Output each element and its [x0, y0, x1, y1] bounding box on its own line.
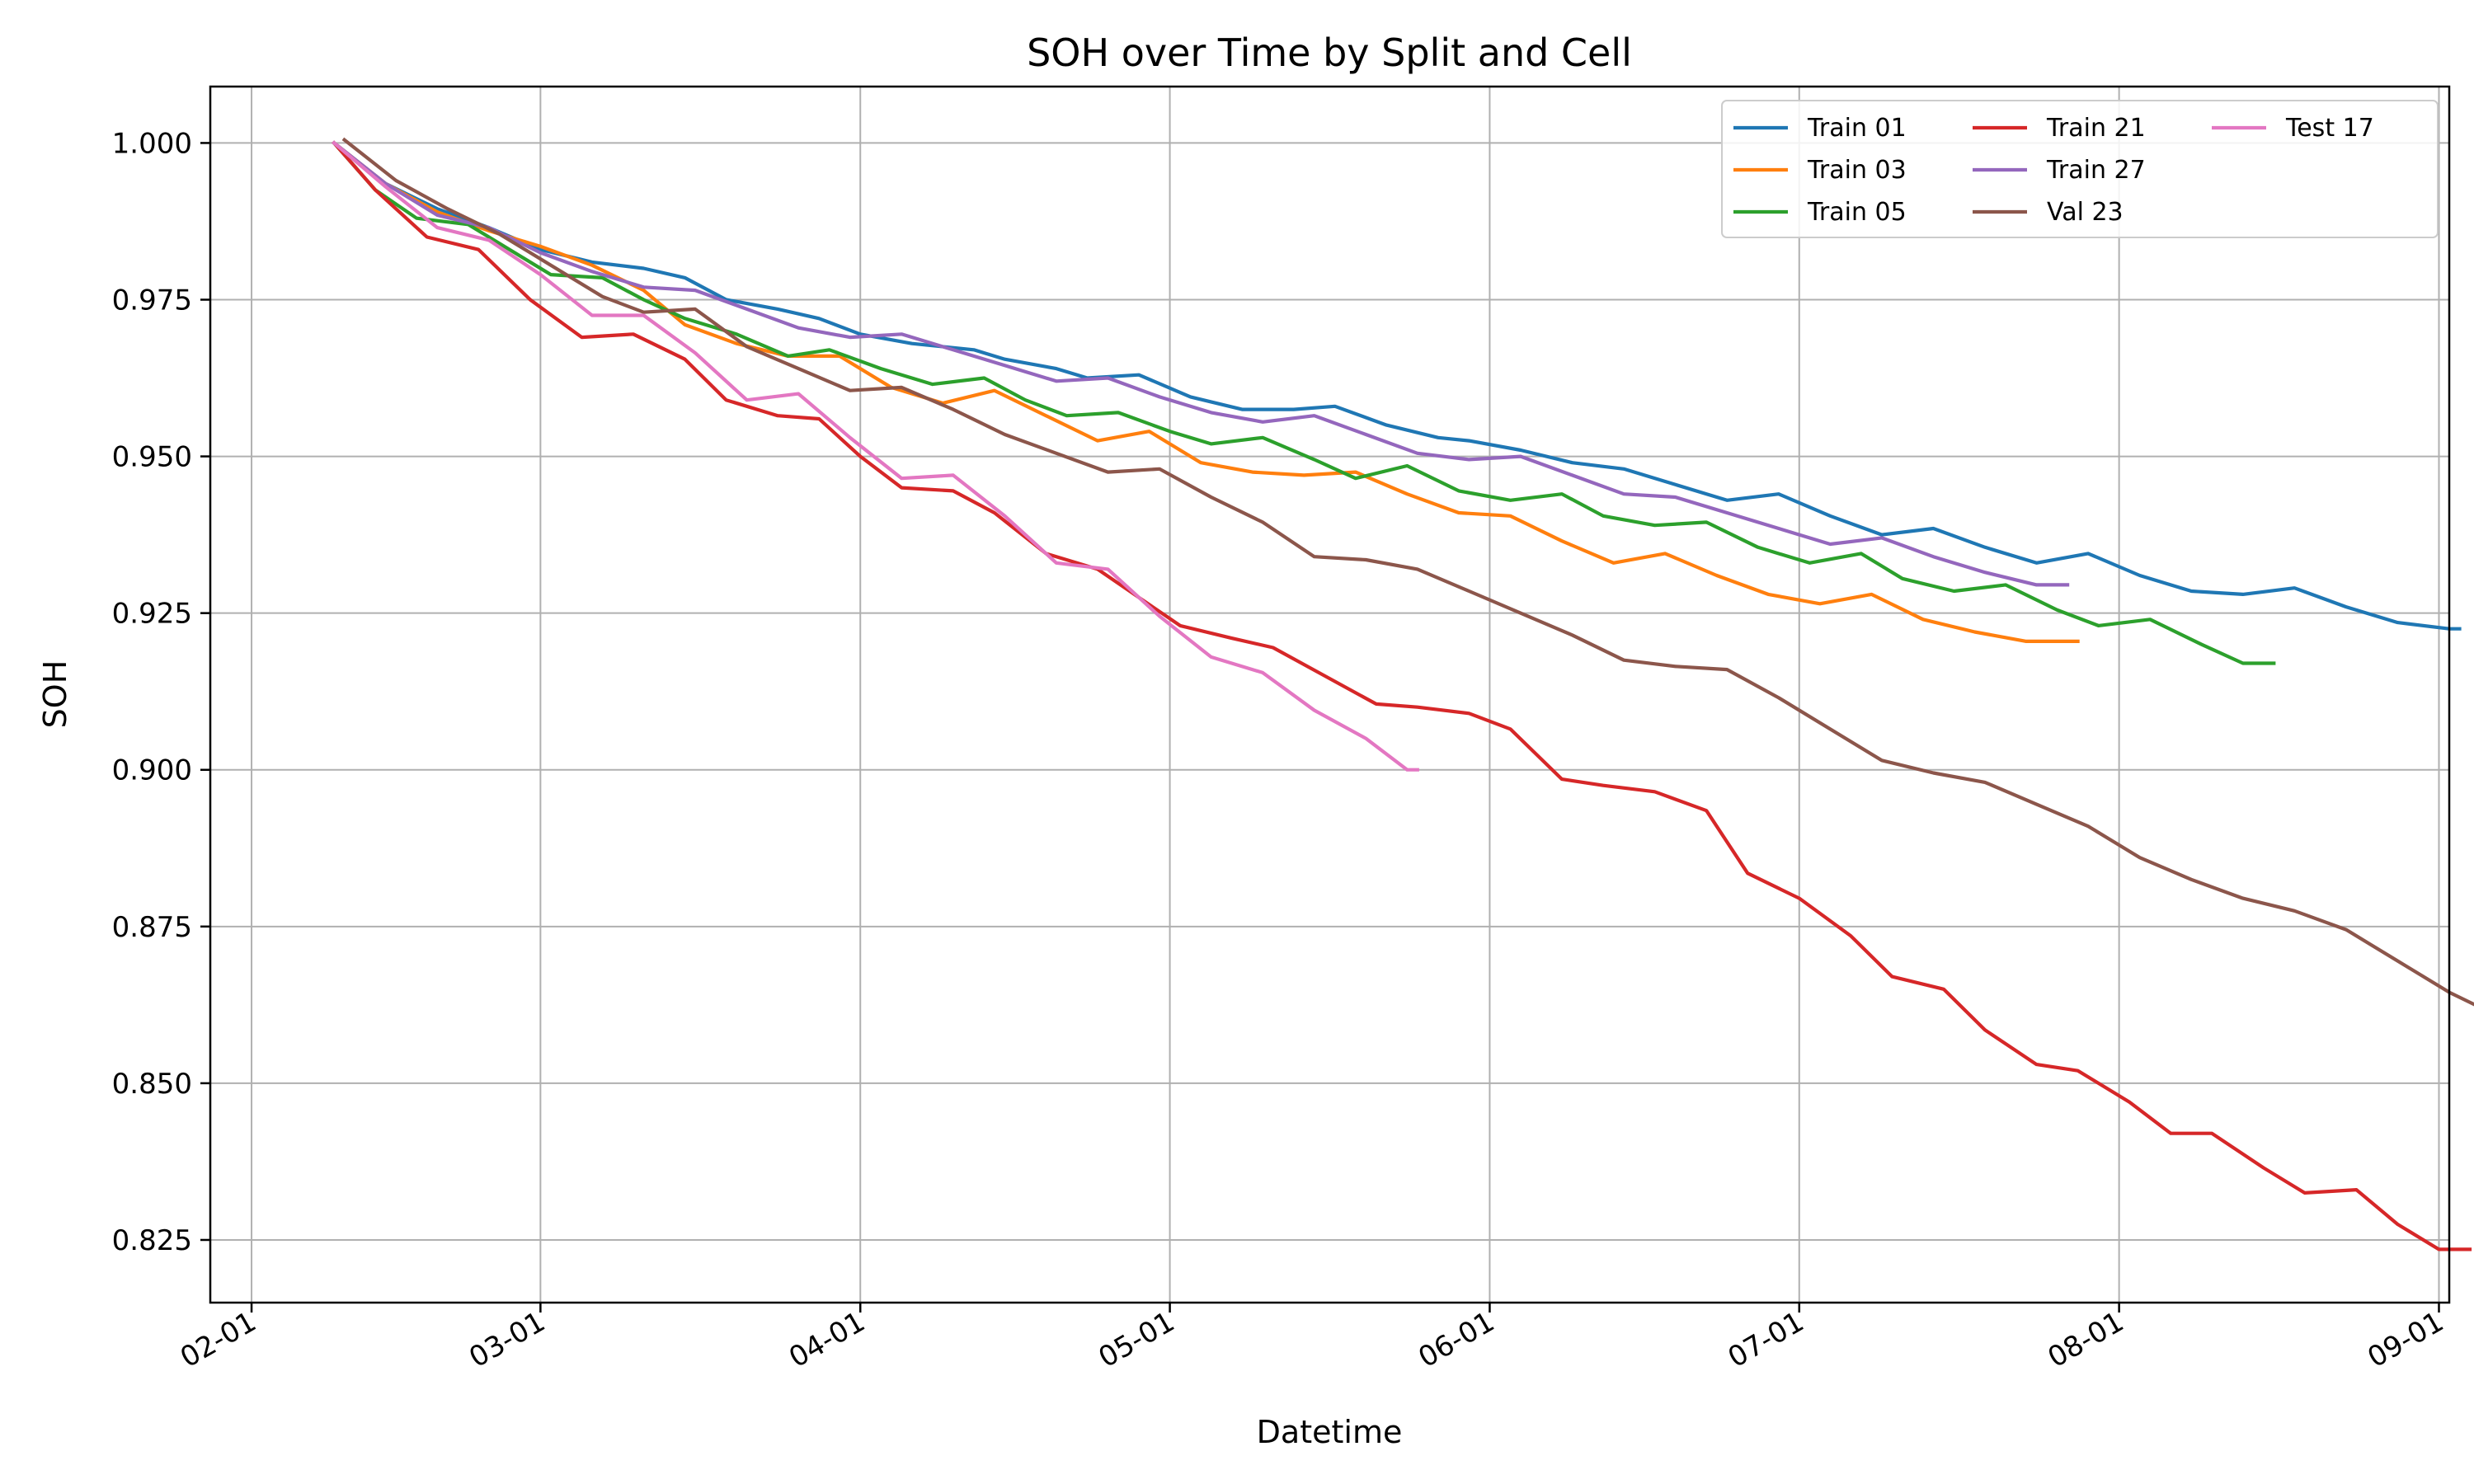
y-tick-label: 0.900 — [112, 754, 192, 787]
series-line-train-01 — [332, 140, 2462, 631]
y-tick-label: 0.925 — [112, 598, 192, 631]
y-tick-label: 0.950 — [112, 441, 192, 474]
legend-box — [1721, 100, 2439, 238]
legend: Train 01 Train 03 Train 05 Train 21 Train 27… — [1721, 100, 2439, 238]
y-tick-label: 0.825 — [112, 1224, 192, 1257]
series-line-val-23 — [341, 137, 2474, 1007]
legend-label: Train 27 — [2046, 156, 2146, 185]
plot-frame — [209, 85, 2451, 1304]
legend-label: Train 03 — [1807, 156, 1907, 185]
series-lines — [332, 137, 2474, 1252]
y-axis-label: SOH — [37, 660, 73, 729]
legend-label: Train 01 — [1807, 114, 1907, 143]
chart-title: SOH over Time by Split and Cell — [1027, 31, 1632, 75]
y-tick-label: 1.000 — [112, 127, 192, 160]
x-axis-label: Datetime — [1257, 1414, 1403, 1450]
series-line-test-17 — [332, 140, 1419, 772]
series-line-train-27 — [332, 140, 2070, 587]
grid-lines — [210, 87, 2449, 1303]
legend-label: Val 23 — [2047, 198, 2124, 227]
legend-label: Train 21 — [2046, 114, 2146, 143]
y-axis-ticks: 0.825 0.850 0.875 0.900 0.925 0.950 0.975 1.000 — [112, 127, 210, 1257]
legend-label: Test 17 — [2285, 114, 2374, 143]
y-tick-label: 0.975 — [112, 284, 192, 317]
series-line-train-21 — [332, 140, 2472, 1252]
legend-label: Train 05 — [1807, 198, 1907, 227]
y-tick-label: 0.875 — [112, 911, 192, 944]
series-line-train-05 — [332, 140, 2276, 665]
y-tick-label: 0.850 — [112, 1068, 192, 1101]
